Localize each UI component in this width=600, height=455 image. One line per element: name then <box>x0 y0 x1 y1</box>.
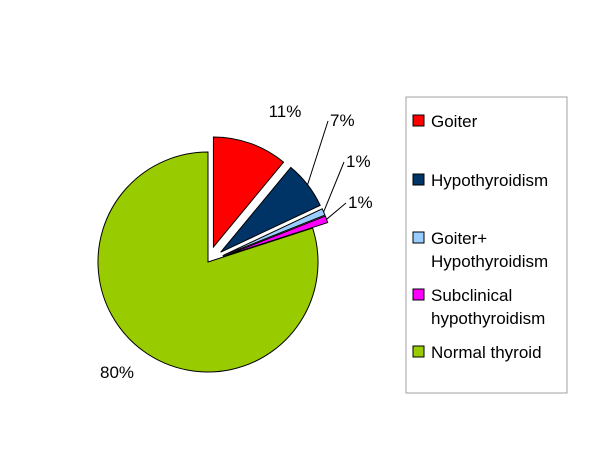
legend-label: hypothyroidism <box>431 309 545 328</box>
data-label: 7% <box>330 111 355 130</box>
data-label: 11% <box>269 102 302 121</box>
pie-slices <box>97 136 329 373</box>
data-labels: 11% 7% 1% 1% 80% <box>100 102 373 382</box>
pie-slice-goiter-hypothyroidism <box>222 208 326 257</box>
legend-label: Goiter <box>431 112 478 131</box>
legend: Goiter Hypothyroidism Goiter+ Hypothyroidis… <box>405 96 568 394</box>
legend-label: Hypothyroidism <box>431 252 548 271</box>
leader-line <box>307 120 329 185</box>
leader-line <box>326 202 347 220</box>
legend-label: Goiter+ <box>431 229 487 248</box>
pie-slice-goiter <box>212 136 285 249</box>
leader-line <box>323 161 345 213</box>
data-label: 1% <box>348 193 373 212</box>
legend-label: Normal thyroid <box>431 343 542 362</box>
legend-swatch <box>412 345 425 358</box>
legend-swatch <box>412 173 425 186</box>
pie-slice-normal-thyroid <box>97 151 319 373</box>
legend-items: Goiter Hypothyroidism Goiter+ Hypothyroidis… <box>412 112 548 362</box>
legend-swatch <box>412 231 425 244</box>
data-label: 1% <box>346 152 371 171</box>
legend-swatch <box>412 114 425 127</box>
legend-label: Subclinical <box>431 286 512 305</box>
pie-slice-subclinical-hypothyroidism <box>222 215 329 258</box>
legend-label: Hypothyroidism <box>431 171 548 190</box>
leader-lines <box>307 120 347 220</box>
pie-slice-hypothyroidism <box>220 166 321 253</box>
legend-swatch <box>412 288 425 301</box>
data-label: 80% <box>100 363 134 382</box>
legend-frame <box>405 96 568 394</box>
